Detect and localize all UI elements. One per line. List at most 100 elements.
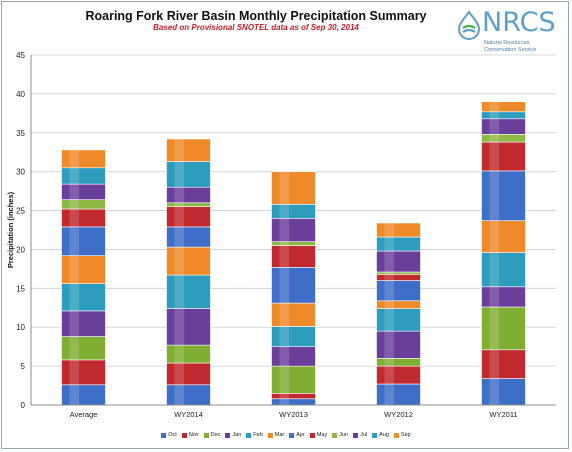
bar-segment-jun-wy2013 [271,241,316,246]
y-tick-label: 25 [16,207,25,216]
bar-segment-feb-wy2014 [166,274,211,309]
bar-segment-aug-wy2013 [271,204,316,219]
legend-item-feb: Feb [246,432,263,438]
bar-segment-feb-average [61,283,106,312]
bar-highlight [69,209,80,227]
bar-highlight [489,349,500,379]
bar-segment-may-wy2013 [271,245,316,268]
bar-segment-jun-wy2014 [166,202,211,207]
legend-label: Mar [274,432,285,438]
bar-segment-aug-wy2012 [376,236,421,252]
x-axis-categories: Average WY2014 WY2013 WY2012 WY2011 [70,410,518,419]
bar-segment-sep-wy2014 [166,138,211,162]
bar-segment-may-wy2014 [166,206,211,228]
bar-segment-mar-wy2011 [481,220,526,253]
x-category-label: WY2014 [174,410,203,419]
bar-segment-dec-average [61,336,106,361]
bar-highlight [174,345,185,363]
bar-highlight [69,184,80,200]
bar-segment-apr-wy2012 [376,280,421,302]
bar-highlight [279,241,290,246]
chart-subtitle: Based on Provisional SNOTEL data as of S… [153,23,359,32]
bar-highlight [384,237,395,251]
bar-highlight [489,286,500,307]
bar-segment-mar-wy2013 [271,302,316,327]
bar-highlight [384,280,395,301]
bar-highlight [489,252,500,287]
bar-highlight [384,384,395,405]
bar-segment-jul-average [61,183,106,200]
y-tick-label: 0 [21,401,26,410]
bar-highlight [174,202,185,207]
bar-highlight [279,398,290,405]
bar-segment-apr-wy2014 [166,226,211,248]
bar-segment-feb-wy2012 [376,308,421,332]
bar-highlight [279,326,290,347]
bar-highlight [69,226,80,256]
bar-segment-nov-wy2013 [271,393,316,400]
legend-swatch [332,432,338,438]
y-tick-label: 10 [16,323,25,332]
bar-highlight [384,331,395,359]
bar-highlight [69,283,80,311]
legend-item-jun: Jun [332,432,348,438]
bar-highlight [279,346,290,367]
legend-label: Sep [400,432,411,438]
bar-segment-dec-wy2014 [166,344,211,364]
bar-segment-aug-wy2014 [166,161,211,188]
bar-highlight [279,393,290,399]
bar-highlight [69,167,80,185]
bar-segment-jan-average [61,310,106,337]
bar-segment-dec-wy2013 [271,365,316,394]
bar-segment-may-wy2012 [376,274,421,281]
bar-highlight [174,275,185,309]
bar-highlight [489,220,500,253]
bar-segment-jun-wy2012 [376,271,421,275]
bar-segment-jun-wy2011 [481,134,526,143]
bar-segment-apr-wy2011 [481,170,526,221]
bar-segment-sep-wy2012 [376,222,421,238]
legend-label: Feb [253,432,263,438]
y-tick-label: 20 [16,245,25,254]
bar-segment-nov-wy2014 [166,362,211,386]
bar-highlight [69,255,80,284]
bar-segment-jul-wy2012 [376,250,421,273]
legend-swatch [181,432,187,438]
bar-highlight [489,307,500,350]
bar-highlight [174,363,185,385]
legend-item-mar: Mar [267,432,285,438]
bar-highlight [384,272,395,275]
bar-highlight [174,226,185,248]
bar-highlight [174,308,185,346]
legend-label: Aug [379,432,389,438]
legend-swatch [393,432,399,438]
bar-highlight [384,358,395,367]
bar-segment-feb-wy2013 [271,326,316,347]
bar-highlight [174,161,185,188]
legend-swatch [267,432,273,438]
bar-segment-oct-wy2011 [481,378,526,406]
legend-item-aug: Aug [372,432,389,438]
y-tick-label: 30 [16,168,25,177]
legend-item-dec: Dec [203,432,220,438]
x-category-label: Average [70,410,98,419]
legend-swatch [372,432,378,438]
nrcs-logo: NRCS Natural Resources Conservation Serv… [455,7,567,58]
bar-highlight [384,308,395,332]
x-category-label: WY2011 [489,410,517,419]
logo-subtitle-line2: Conservation Service [484,47,537,53]
y-tick-label: 45 [16,51,25,60]
bar-highlight [69,359,80,385]
bar-highlight [279,366,290,394]
bar-segment-sep-average [61,149,106,169]
bar-segment-jun-average [61,199,106,210]
bar-segment-mar-wy2014 [166,246,211,276]
bar-segment-nov-average [61,359,106,386]
bar-highlight [489,378,500,405]
bar-highlight [384,366,395,384]
bar-segment-oct-wy2014 [166,384,211,406]
bar-segment-nov-wy2012 [376,365,421,385]
legend-label: Jun [339,432,349,438]
bar-segment-sep-wy2013 [271,171,316,205]
